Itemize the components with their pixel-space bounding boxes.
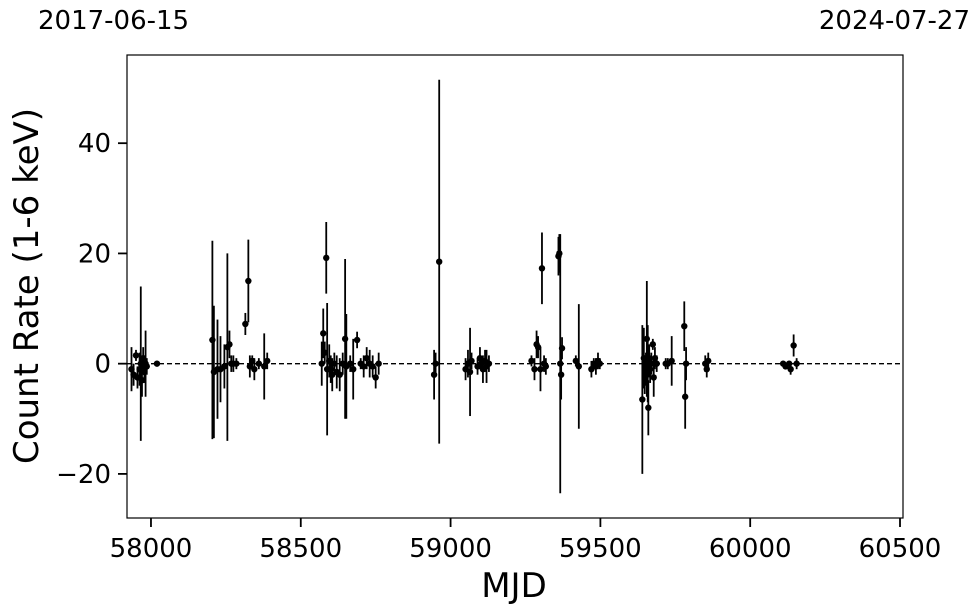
data-point <box>350 365 357 373</box>
data-point <box>320 330 327 337</box>
data-point <box>787 365 794 373</box>
data-point <box>649 341 657 348</box>
data-point <box>558 345 566 352</box>
x-tick-label: 59000 <box>409 534 492 564</box>
y-tick-label: −20 <box>56 460 111 490</box>
x-tick-label: 58500 <box>259 534 342 564</box>
data-point <box>650 374 657 381</box>
data-point <box>132 352 140 359</box>
data-point <box>233 360 240 367</box>
y-tick-label: 40 <box>78 129 111 159</box>
data-point <box>485 360 493 367</box>
data-point <box>572 357 580 365</box>
y-tick-label: 0 <box>94 350 111 380</box>
plot-marks <box>127 79 903 494</box>
x-axis: 58000 58500 59000 59500 60000 60500 <box>110 518 942 564</box>
x-tick-label: 60000 <box>709 534 792 564</box>
data-point <box>596 360 603 367</box>
data-point <box>318 360 325 367</box>
data-point <box>153 360 161 367</box>
y-axis-label: Count Rate (1-6 keV) <box>7 108 47 464</box>
data-point <box>347 360 354 367</box>
data-point <box>531 365 538 373</box>
data-point <box>255 360 263 367</box>
x-axis-label: MJD <box>481 566 547 606</box>
data-point <box>537 365 544 373</box>
data-point <box>375 360 382 367</box>
data-point <box>528 357 535 365</box>
data-point <box>341 335 349 343</box>
data-point <box>557 371 565 378</box>
start-date-label: 2017-06-15 <box>38 6 190 36</box>
data-point <box>681 322 688 330</box>
data-point <box>575 363 583 370</box>
data-point <box>645 404 652 411</box>
data-point <box>242 320 249 328</box>
data-point <box>372 374 379 381</box>
data-point <box>432 360 439 367</box>
y-tick-label: 20 <box>78 239 111 269</box>
data-point <box>705 357 712 365</box>
data-point <box>435 258 443 265</box>
data-point <box>468 357 475 365</box>
end-date-label: 2024-07-27 <box>818 6 970 36</box>
data-point <box>682 360 690 367</box>
y-axis: −20 0 20 40 <box>56 129 127 490</box>
data-point <box>668 357 675 365</box>
data-point <box>221 363 228 370</box>
data-point <box>323 254 330 262</box>
data-point <box>538 265 546 272</box>
data-point <box>360 363 367 370</box>
x-tick-label: 58000 <box>110 534 193 564</box>
data-point <box>363 354 370 362</box>
data-point <box>793 360 800 367</box>
data-point <box>143 363 150 370</box>
data-point <box>226 341 233 348</box>
data-point <box>466 368 474 376</box>
data-point <box>790 342 797 349</box>
data-point <box>251 365 258 373</box>
x-tick-label: 60500 <box>859 534 942 564</box>
data-point <box>639 396 646 403</box>
data-point <box>653 360 660 367</box>
data-point <box>353 336 361 344</box>
data-point <box>646 365 654 373</box>
data-point <box>336 371 343 378</box>
data-point <box>681 393 689 400</box>
data-point <box>542 363 550 370</box>
data-point <box>369 363 376 370</box>
data-point <box>261 363 268 370</box>
plot-frame <box>126 54 904 519</box>
data-point <box>245 277 252 285</box>
x-tick-label: 59500 <box>559 534 642 564</box>
data-point <box>264 357 271 365</box>
